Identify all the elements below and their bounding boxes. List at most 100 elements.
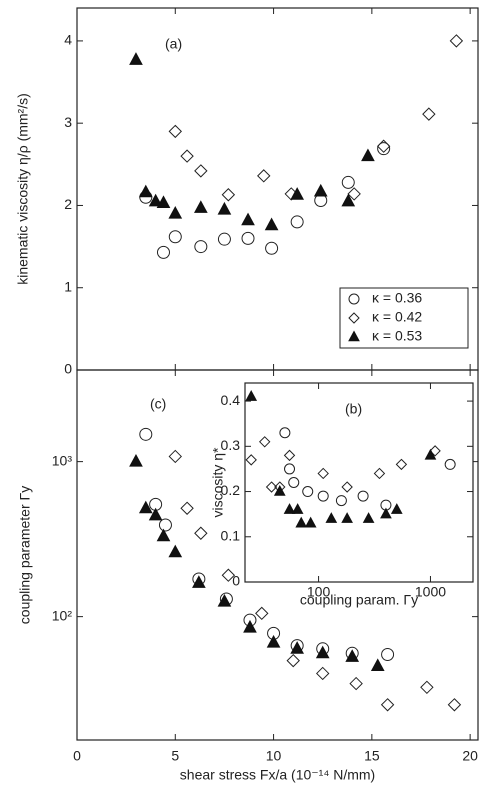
- point: [192, 575, 206, 588]
- point: [245, 390, 258, 401]
- point: [266, 634, 281, 648]
- point: [156, 245, 170, 259]
- point: [315, 645, 330, 659]
- point: [357, 490, 369, 502]
- point: [180, 149, 194, 163]
- x-tick-label: 20: [462, 748, 478, 764]
- point: [129, 453, 143, 467]
- panel-label: (a): [165, 36, 182, 52]
- point: [395, 458, 408, 471]
- point: [290, 215, 304, 229]
- point: [361, 148, 375, 162]
- panel-label: (b): [345, 401, 362, 417]
- point: [449, 34, 464, 48]
- point: [429, 445, 441, 457]
- point: [370, 658, 385, 672]
- point: [362, 512, 375, 523]
- y-tick-label: 0.3: [221, 437, 241, 453]
- point: [373, 467, 386, 480]
- point: [424, 448, 437, 460]
- point: [138, 500, 153, 514]
- panel: 0 1 2 3 4 kinematic viscosity η/ρ (mm²/s) (a) κ…: [15, 7, 479, 377]
- point: [380, 698, 395, 712]
- y-tick-label: 2: [64, 196, 72, 212]
- point: [304, 516, 317, 528]
- panel-label: (c): [150, 396, 166, 412]
- point: [221, 568, 236, 582]
- point: [302, 486, 314, 498]
- x-tick-label: 5: [171, 748, 179, 764]
- point: [376, 139, 391, 153]
- point: [264, 217, 279, 231]
- point: [265, 241, 279, 255]
- point: [341, 481, 353, 493]
- point: [341, 175, 355, 189]
- plot-frame: [76, 369, 479, 741]
- x-tick-label: 0: [73, 748, 81, 764]
- panel: 0 5 10 15 20 10² 10³ coupling parameter Γy shear…: [17, 369, 479, 783]
- y-tick-label: 3: [64, 114, 72, 130]
- point: [341, 512, 353, 523]
- legend-label: κ = 0.36: [372, 290, 422, 306]
- point: [217, 593, 232, 607]
- point: [316, 666, 330, 681]
- legend-marker: [348, 293, 360, 305]
- point: [180, 501, 194, 515]
- point: [286, 653, 300, 668]
- point: [158, 518, 172, 532]
- point: [194, 526, 208, 540]
- point: [221, 188, 236, 202]
- x-tick-label: 15: [364, 748, 380, 764]
- point: [273, 484, 286, 496]
- point: [349, 676, 363, 691]
- x-axis-label: coupling param. Γy: [300, 592, 418, 608]
- point: [138, 184, 153, 198]
- point: [265, 481, 278, 493]
- point: [241, 231, 255, 245]
- point: [156, 195, 171, 208]
- point: [288, 477, 300, 488]
- point: [291, 503, 304, 514]
- point: [317, 467, 329, 480]
- y-tick-label: 0: [64, 361, 72, 377]
- point: [317, 490, 329, 502]
- y-axis-label: kinematic viscosity η/ρ (mm²/s): [15, 93, 31, 285]
- y-tick-label: 0.2: [221, 482, 241, 498]
- point: [290, 187, 304, 200]
- point: [444, 458, 456, 470]
- point: [257, 169, 271, 183]
- plot-frame: [244, 382, 474, 583]
- point: [258, 436, 271, 448]
- point: [217, 201, 232, 215]
- point: [422, 107, 436, 121]
- point: [156, 528, 171, 542]
- point: [295, 516, 308, 528]
- y-tick-label: 10³: [52, 452, 73, 468]
- point: [283, 449, 296, 462]
- y-axis-label: viscosity η*: [210, 447, 226, 518]
- point: [335, 495, 347, 507]
- point: [325, 512, 338, 523]
- point: [241, 212, 255, 226]
- point: [168, 206, 183, 219]
- legend-marker: [348, 330, 360, 342]
- legend-label: κ = 0.53: [372, 328, 422, 344]
- point: [168, 449, 182, 464]
- point: [283, 503, 296, 514]
- point: [447, 698, 462, 712]
- point: [381, 647, 395, 661]
- point: [420, 680, 434, 695]
- point: [217, 232, 231, 246]
- x-tick-label: 100: [307, 584, 331, 600]
- point: [284, 463, 296, 475]
- point: [148, 507, 163, 521]
- point: [168, 230, 182, 244]
- y-tick-label: 4: [64, 32, 72, 48]
- point: [279, 427, 291, 439]
- y-tick-label: 1: [64, 278, 72, 294]
- point: [148, 193, 163, 207]
- legend-frame: [339, 287, 469, 349]
- point: [390, 503, 403, 514]
- y-tick-label: 10²: [52, 607, 73, 623]
